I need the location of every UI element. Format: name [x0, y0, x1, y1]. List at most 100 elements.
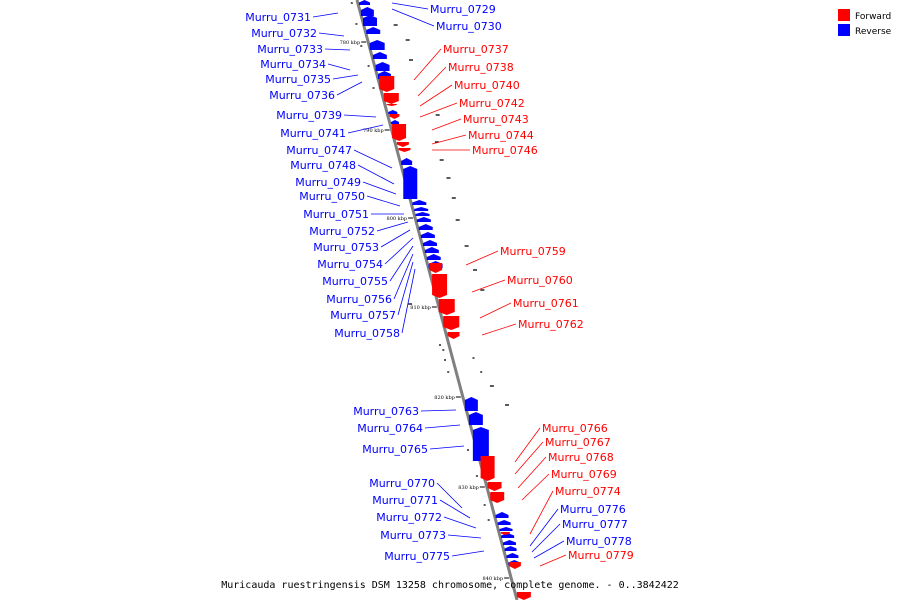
forward-gene-arrow [392, 124, 407, 141]
reverse-gene-arrow [388, 110, 398, 114]
gene-label: Murru_0760 [507, 274, 573, 287]
label-leader-line [481, 323, 517, 336]
reverse-gene-arrow [426, 254, 441, 260]
gene-label: Murru_0735 [265, 73, 331, 86]
genome-footer: Muricauda ruestringensis DSM 13258 chrom… [221, 580, 679, 591]
label-leader-line [380, 229, 411, 248]
reverse-gene-arrow [372, 52, 387, 59]
label-leader-line [447, 534, 482, 539]
reverse-gene-arrow [416, 217, 431, 222]
tick-label: 830 kbp [458, 485, 479, 491]
legend-reverse-swatch [838, 24, 850, 36]
gene-label: Murru_0767 [545, 436, 611, 449]
gene-label: Murru_0755 [322, 275, 388, 288]
label-leader-line [529, 508, 559, 547]
gene-label: Murru_0759 [500, 245, 566, 258]
reverse-gene-arrow [369, 40, 385, 50]
label-leader-line [397, 261, 414, 316]
label-leader-line [429, 445, 465, 450]
tick-layer: 780 kbp 790 kbp 800 kbp 810 kbp 820 kbp 830 k… [340, 40, 510, 582]
reverse-gene-arrow [415, 212, 430, 216]
label-leader-line [420, 409, 457, 412]
gene-label: Murru_0747 [286, 144, 352, 157]
label-leader-line [439, 499, 471, 519]
gene-label: Murru_0732 [251, 27, 317, 40]
gene-label: Murru_0757 [330, 309, 396, 322]
label-leader-line [529, 490, 554, 535]
gene-label: Murru_0778 [566, 535, 632, 548]
forward-gene-arrow [447, 332, 460, 339]
gene-label: Murru_0750 [299, 190, 365, 203]
tick-label: 790 kbp [363, 128, 384, 134]
gene-label: Murru_0775 [384, 550, 450, 563]
legend: Forward Reverse [838, 9, 892, 37]
label-leader-line [443, 516, 477, 529]
gene-label: Murru_0729 [430, 3, 496, 16]
forward-gene-arrow [398, 148, 411, 152]
gene-label: Murru_0772 [376, 511, 442, 524]
forward-gene-arrow [386, 104, 397, 106]
reverse-gene-arrow [418, 224, 433, 230]
label-leader-line [424, 424, 461, 429]
gene-label: Murru_0758 [334, 327, 400, 340]
label-leader-line [389, 245, 414, 282]
gene-label: Murru_0746 [472, 144, 538, 157]
gene-label: Murru_0763 [353, 405, 419, 418]
label-leader-line [391, 8, 435, 27]
label-leader-line [531, 523, 561, 553]
gene-label: Murru_0764 [357, 422, 423, 435]
label-leader-line [393, 253, 414, 300]
gene-label: Murru_0779 [568, 549, 634, 562]
reverse-gene-arrow [497, 520, 511, 525]
label-leader-line [401, 268, 416, 334]
gene-label: Murru_0739 [276, 109, 342, 122]
gene-label: Murru_0770 [369, 477, 435, 490]
tick-label: 810 kbp [410, 305, 431, 311]
label-leader-line [327, 63, 351, 71]
label-leader-line [391, 2, 429, 10]
reverse-gene-arrow [472, 427, 489, 461]
label-leader-line [436, 482, 463, 509]
label-leader-line [514, 441, 544, 475]
gene-label: Murru_0765 [362, 443, 428, 456]
reverse-gene-arrow [360, 7, 374, 16]
gene-label: Murru_0742 [459, 97, 525, 110]
label-leader-line [479, 302, 512, 319]
label-leader-line [517, 456, 547, 489]
reverse-gene-arrow [366, 27, 381, 34]
gene-label: Murru_0743 [463, 113, 529, 126]
gene-layer [359, 0, 531, 600]
gene-label: Murru_0776 [560, 503, 626, 516]
reverse-gene-arrow [499, 527, 513, 531]
reverse-gene-arrow [464, 397, 478, 411]
label-leader-line [318, 32, 345, 37]
gene-label: Murru_0769 [551, 468, 617, 481]
reverse-gene-arrow [495, 512, 509, 518]
gene-label: Murru_0768 [548, 451, 614, 464]
forward-gene-arrow [396, 142, 409, 147]
label-leader-line [465, 250, 499, 266]
forward-gene-arrow [490, 492, 505, 503]
gene-label: Murru_0761 [513, 297, 579, 310]
gene-label: Murru_0733 [257, 43, 323, 56]
label-leader-line [336, 81, 363, 96]
forward-gene-arrow [508, 562, 521, 569]
reverse-gene-arrow [359, 0, 370, 5]
gene-label: Murru_0751 [303, 208, 369, 221]
legend-reverse-label: Reverse [855, 27, 892, 37]
reverse-gene-arrow [468, 412, 483, 425]
label-leader-line [451, 550, 485, 557]
forward-gene-arrow [500, 532, 510, 535]
label-leader-line [343, 114, 377, 118]
reverse-gene-arrow [403, 166, 418, 199]
forward-gene-arrow [487, 482, 502, 491]
tick-label: 780 kbp [340, 40, 361, 46]
gene-label: Murru_0753 [313, 241, 379, 254]
label-leader-line [514, 427, 541, 463]
label-leader-line [419, 84, 453, 107]
reverse-gene-arrow [420, 232, 435, 238]
gene-label-layer: Murru_0731 Murru_0732 Murru_0733 Murru_0734… [245, 2, 634, 567]
reverse-gene-arrow [414, 207, 429, 211]
label-leader-line [366, 195, 401, 207]
